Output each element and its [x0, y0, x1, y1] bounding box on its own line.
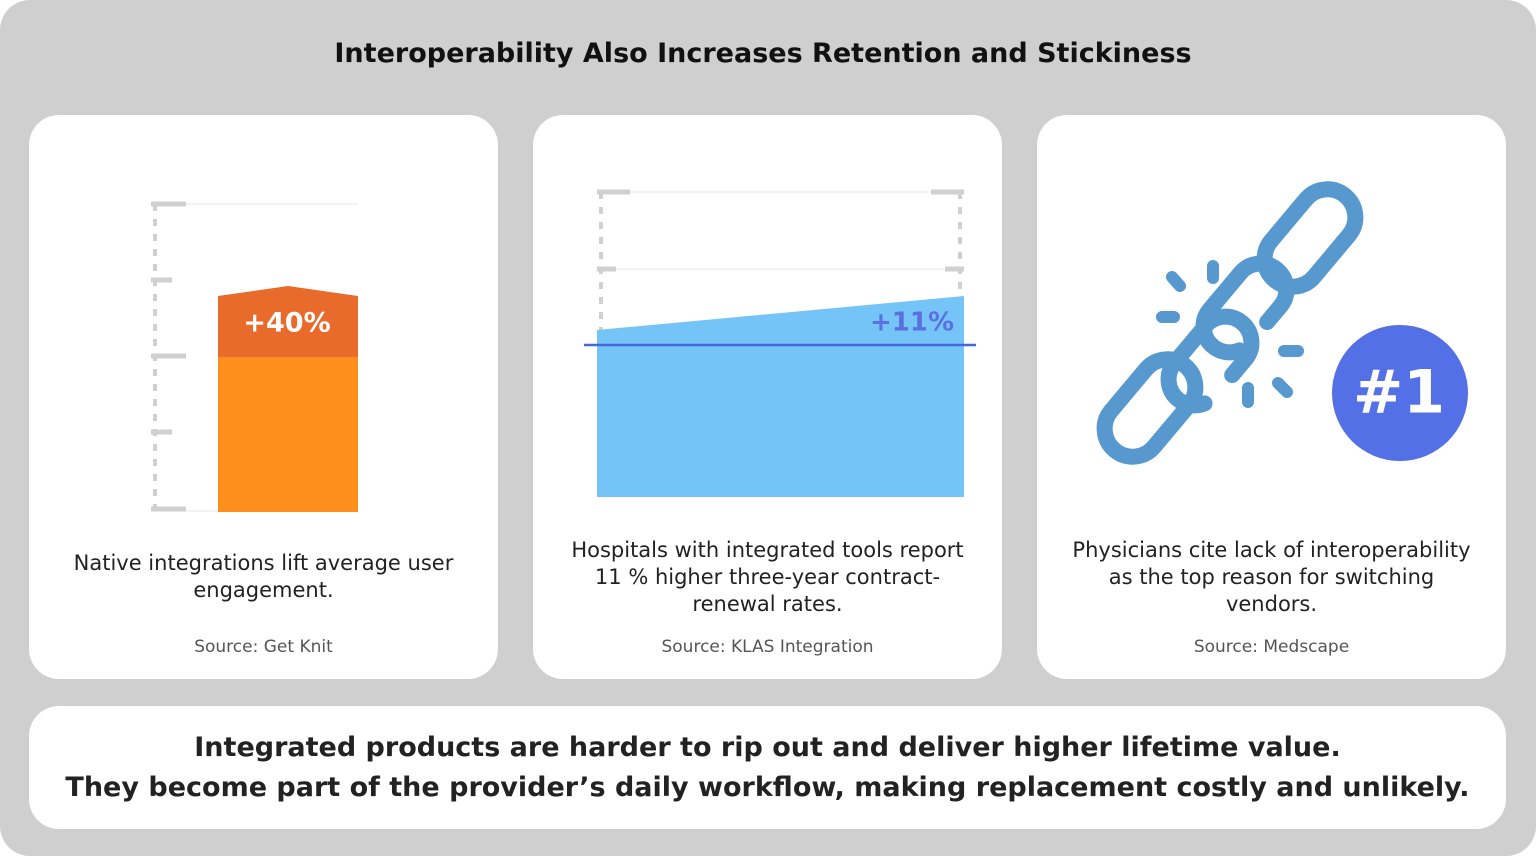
card-text: Physicians cite lack of interoperability…	[1072, 537, 1471, 616]
rank-badge	[1332, 325, 1468, 461]
card-source: Source: KLAS Integration	[661, 637, 874, 657]
footer-line: Integrated products are harder to rip ou…	[194, 731, 1341, 763]
axis-ticks	[597, 189, 964, 272]
bar-illustration	[218, 356, 358, 512]
broken-chain-icon	[1096, 181, 1364, 465]
title: Interoperability Also Increases Retentio…	[334, 38, 1192, 69]
footer: Integrated products are harder to rip ou…	[29, 706, 1506, 829]
badge: +40%	[243, 308, 330, 339]
spark-lines	[1156, 260, 1304, 408]
card-source: Source: Medscape	[1193, 637, 1350, 657]
axis-decoration	[599, 192, 962, 330]
card-source: Source: Get Knit	[194, 637, 333, 657]
bar-top-illustration	[218, 286, 358, 357]
badge: +11%	[870, 308, 954, 338]
card-text: Native integrations lift average user en…	[73, 551, 454, 602]
badge: #1	[1353, 358, 1445, 428]
axis-ticks	[151, 201, 186, 512]
footer-line: They become part of the provider’s daily…	[65, 771, 1470, 803]
card-text: Hospitals with integrated tools report 1…	[571, 537, 964, 616]
